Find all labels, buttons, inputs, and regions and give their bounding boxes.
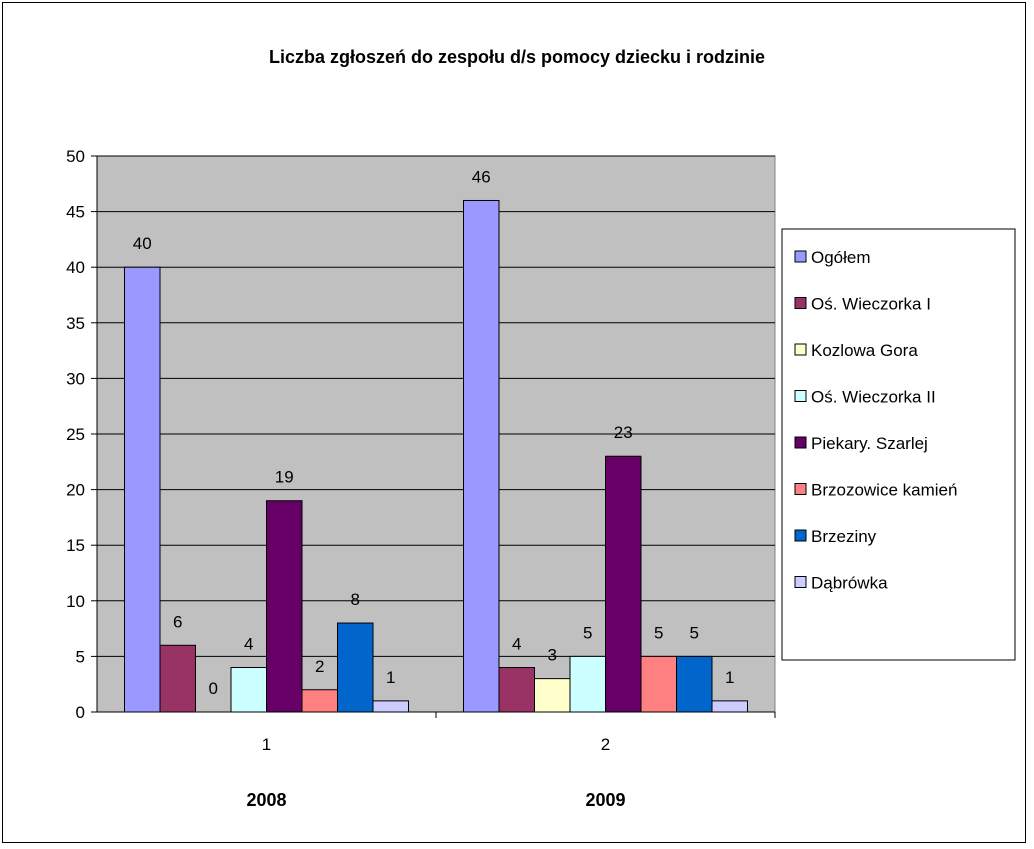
legend-label: Dąbrówka (811, 574, 888, 593)
bar (569, 655, 606, 713)
legend-label: Kozlowa Gora (811, 341, 918, 360)
bars (124, 199, 748, 713)
legend-label: Brzeziny (811, 527, 877, 546)
bar (605, 455, 642, 713)
data-label: 3 (548, 646, 557, 665)
data-labels: 40 6 0 4 19 2 8 1 46 4 3 5 23 5 5 1 (133, 167, 735, 698)
data-label: 23 (614, 423, 633, 442)
data-label: 19 (275, 468, 294, 487)
bar (640, 655, 677, 713)
legend-label: Piekary. Szarlej (811, 434, 928, 453)
data-label: 4 (244, 635, 253, 654)
data-label: 2 (315, 657, 324, 676)
y-tick-label: 40 (66, 258, 85, 277)
x-category-label: 1 (262, 735, 271, 754)
y-tick-label: 50 (66, 147, 85, 166)
legend-swatch (794, 297, 807, 309)
chart-title: Liczba zgłoszeń do zespołu d/s pomocy dz… (268, 47, 766, 67)
data-label: 0 (209, 679, 218, 698)
bar (534, 678, 571, 713)
bar (266, 500, 303, 713)
y-tick-label: 20 (66, 481, 85, 500)
legend-label: Ogółem (811, 248, 871, 267)
data-label: 4 (512, 635, 521, 654)
data-label: 46 (472, 167, 491, 186)
bar (498, 667, 535, 713)
legend-swatch (794, 576, 807, 588)
legend-box (781, 228, 1016, 661)
data-label: 5 (654, 623, 663, 642)
y-tick-label: 30 (66, 369, 85, 388)
bar (337, 622, 374, 713)
data-label: 6 (173, 612, 182, 631)
bar (711, 700, 748, 713)
bar (463, 199, 500, 713)
year-label: 2009 (585, 790, 625, 810)
legend-label: Oś. Wieczorka I (811, 295, 931, 314)
data-label: 5 (583, 623, 592, 642)
data-label: 40 (133, 234, 152, 253)
bar (230, 667, 267, 713)
y-tick-label: 15 (66, 536, 85, 555)
year-label: 2008 (246, 790, 286, 810)
bar (124, 266, 161, 713)
y-tick-label: 0 (76, 703, 85, 722)
legend-label: Oś. Wieczorka II (811, 388, 936, 407)
y-tick-label: 35 (66, 314, 85, 333)
legend-swatch (794, 436, 807, 449)
bar (159, 644, 196, 713)
data-label: 1 (725, 668, 734, 687)
legend: Ogółem Oś. Wieczorka I Kozlowa Gora Oś. Wie… (781, 228, 1016, 661)
legend-label: Brzozowice kamień (811, 481, 957, 500)
y-tick-label: 45 (66, 203, 85, 222)
data-label: 8 (351, 590, 360, 609)
legend-swatch (794, 390, 807, 402)
data-label: 5 (690, 623, 699, 642)
bar (301, 689, 338, 713)
legend-swatch (794, 343, 807, 356)
y-tick-label: 5 (76, 647, 85, 666)
bar (372, 700, 409, 713)
bar (676, 655, 713, 713)
legend-swatch (794, 250, 807, 263)
data-label: 1 (386, 668, 395, 687)
legend-swatch (794, 483, 807, 495)
y-tick-label: 10 (66, 592, 85, 611)
legend-swatch (794, 529, 807, 542)
x-category-label: 2 (601, 735, 610, 754)
y-tick-label: 25 (66, 425, 85, 444)
